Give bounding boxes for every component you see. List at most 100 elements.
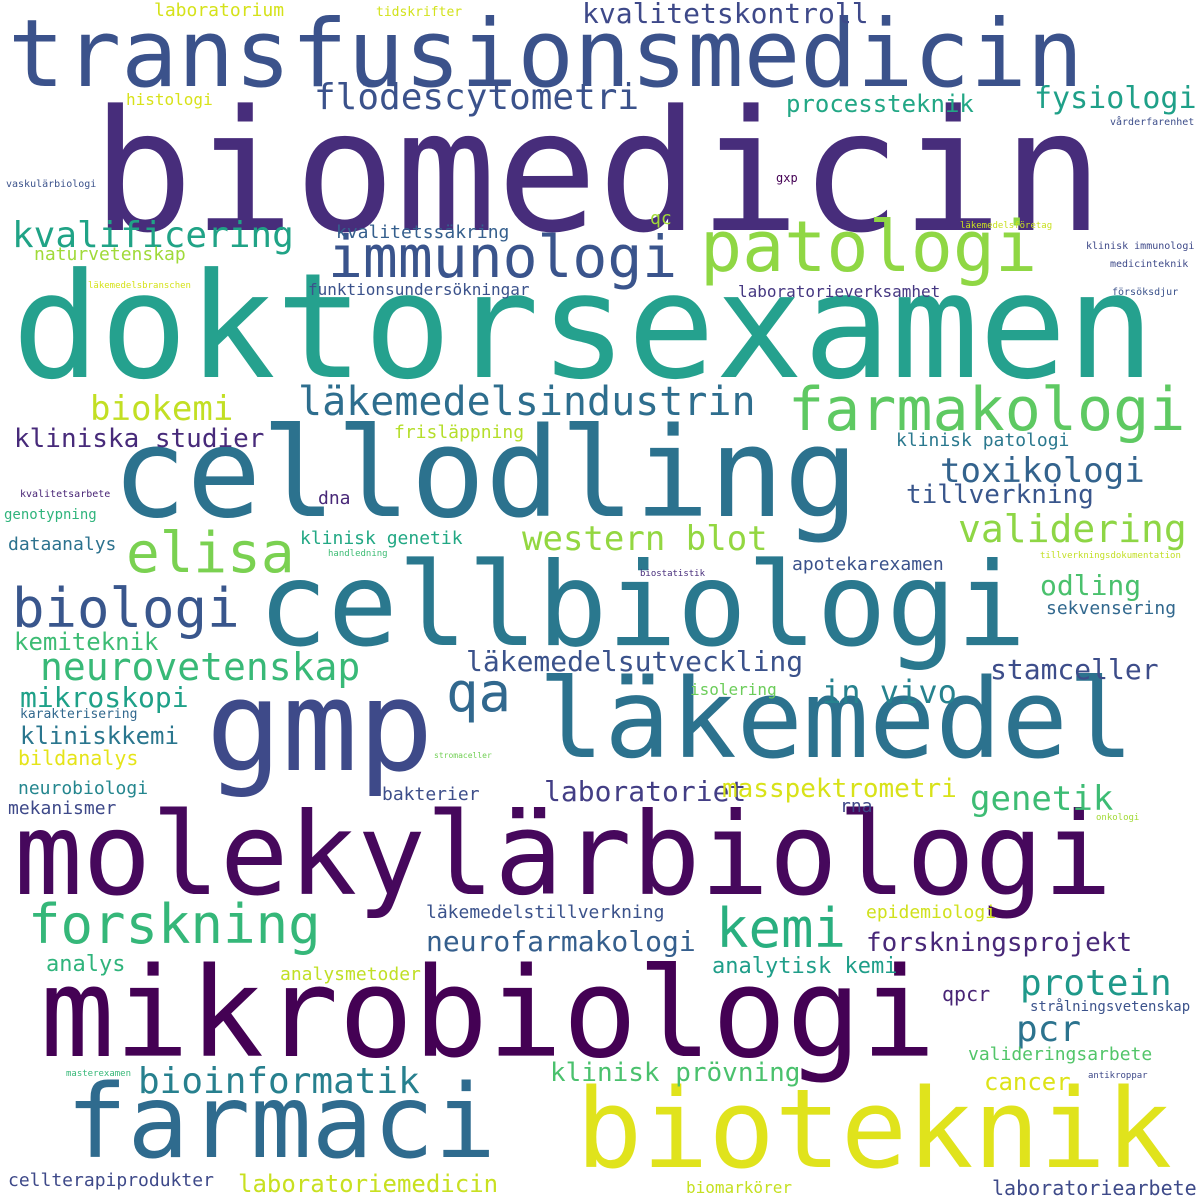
word: western blot: [522, 519, 768, 559]
word: cancer: [984, 1068, 1071, 1096]
word: kvalitetssäkring: [336, 222, 510, 243]
word: toxikologi: [940, 451, 1145, 491]
word: mikrobiologi: [40, 942, 936, 1086]
word: forskning: [28, 893, 321, 956]
word: validering: [958, 507, 1187, 551]
word: bildanalys: [18, 746, 139, 770]
word: neurovetenskap: [40, 645, 361, 689]
word: funktionsundersökningar: [308, 280, 530, 299]
word: klinisk genetik: [300, 528, 463, 549]
word: cellterapiprodukter: [8, 1170, 214, 1191]
word: transfusionsmedicin: [8, 0, 1084, 109]
word: laboratorium: [154, 0, 285, 21]
word: antikroppar: [1088, 1071, 1148, 1081]
word: immunologi: [328, 223, 678, 291]
word: laboratoriet: [544, 775, 747, 808]
word: bioinformatik: [138, 1061, 420, 1102]
word: klinisk prövning: [550, 1058, 801, 1088]
word: forskningsprojekt: [866, 928, 1133, 958]
word: pcr: [1016, 1009, 1082, 1050]
word: apotekarexamen: [792, 554, 944, 575]
word: farmaci: [66, 1063, 496, 1182]
word: karakterisering: [20, 707, 138, 722]
word: tillverkning: [906, 480, 1094, 510]
word: dna: [318, 488, 351, 509]
word: bioteknik: [576, 1065, 1173, 1193]
word: genetik: [970, 779, 1114, 819]
word: fysiologi: [1034, 81, 1197, 116]
word: mekanismer: [8, 798, 117, 819]
word: analysmetoder: [280, 964, 421, 985]
word: försöksdjur: [1112, 287, 1179, 298]
word: valideringsarbete: [968, 1044, 1153, 1065]
word: stamceller: [990, 653, 1159, 686]
word: flödescytometri: [314, 77, 640, 118]
word: analytisk kemi: [712, 954, 898, 979]
word: molekylärbiologi: [14, 788, 1113, 921]
word: farmakologi: [788, 375, 1186, 445]
word: onkologi: [1096, 813, 1140, 823]
word: patologi: [700, 206, 1038, 288]
word: laboratoriearbete: [992, 1176, 1197, 1200]
word: rna: [840, 796, 873, 817]
word: stromaceller: [434, 751, 492, 760]
word: vaskulärbiologi: [6, 179, 97, 190]
word: qa: [446, 661, 512, 724]
word: kvalificering: [12, 215, 294, 256]
word: frisläppning: [394, 422, 525, 443]
word: analys: [46, 952, 126, 977]
word: gxp: [776, 171, 798, 185]
word: strålningsvetenskap: [1030, 999, 1191, 1015]
word: handledning: [328, 549, 388, 559]
word: qc: [650, 208, 672, 229]
word: cellbiologi: [258, 538, 1027, 673]
word: odling: [1040, 569, 1142, 602]
word: biomedicin: [92, 74, 1104, 270]
word: tidskrifter: [376, 5, 463, 20]
word: in vivo: [822, 673, 957, 711]
word: kemi: [716, 897, 847, 960]
word: biomarkörer: [686, 1178, 792, 1197]
word: cellodling: [112, 402, 859, 546]
word: gmp: [206, 653, 434, 800]
word: tillverkningsdokumentation: [1040, 551, 1181, 561]
word: biokemi: [90, 389, 234, 429]
word: epidemiologi: [866, 902, 997, 923]
word: naturvetenskap: [34, 244, 186, 265]
word: kvalitetsarbete: [20, 489, 111, 500]
word: kliniskkemi: [20, 722, 179, 750]
word: läkemedelsutveckling: [466, 645, 804, 678]
word: läkemedel: [538, 655, 1135, 783]
word: kvalitetskontroll: [582, 0, 869, 30]
word: medicinteknik: [1110, 259, 1189, 270]
word: doktorsexamen: [12, 242, 1155, 412]
word: elisa: [126, 521, 295, 586]
word: sekvensering: [1046, 598, 1177, 619]
word: kemiteknik: [14, 628, 159, 656]
word: qpcr: [942, 982, 991, 1006]
word: läkemedelsindustrin: [298, 379, 756, 425]
word: laboratorieverksamhet: [738, 282, 941, 301]
word: histologi: [126, 90, 213, 109]
word: kliniska studier: [14, 424, 265, 454]
word: klinisk patologi: [896, 430, 1070, 451]
word: masspektrometri: [722, 774, 957, 804]
word: mikroskopi: [20, 681, 189, 714]
word: bakterier: [382, 784, 480, 805]
word: biologi: [12, 577, 240, 640]
word: läkemedelsföretag: [960, 221, 1053, 231]
word: genotypning: [4, 507, 97, 523]
word: processteknik: [786, 90, 974, 118]
word: läkemedelstillverkning: [426, 902, 665, 923]
word: klinisk immunologi: [1086, 241, 1195, 252]
word: läkemedelsbranschen: [88, 281, 191, 291]
word: vårderfarenhet: [1110, 117, 1195, 128]
word: biostatistik: [640, 569, 706, 579]
word: neurobiologi: [18, 778, 149, 799]
word: dataanalys: [8, 534, 117, 555]
word: neurofarmakologi: [426, 925, 696, 958]
word: laboratoriemedicin: [238, 1170, 499, 1198]
word: protein: [1020, 963, 1172, 1004]
word: masterexamen: [66, 1069, 132, 1079]
